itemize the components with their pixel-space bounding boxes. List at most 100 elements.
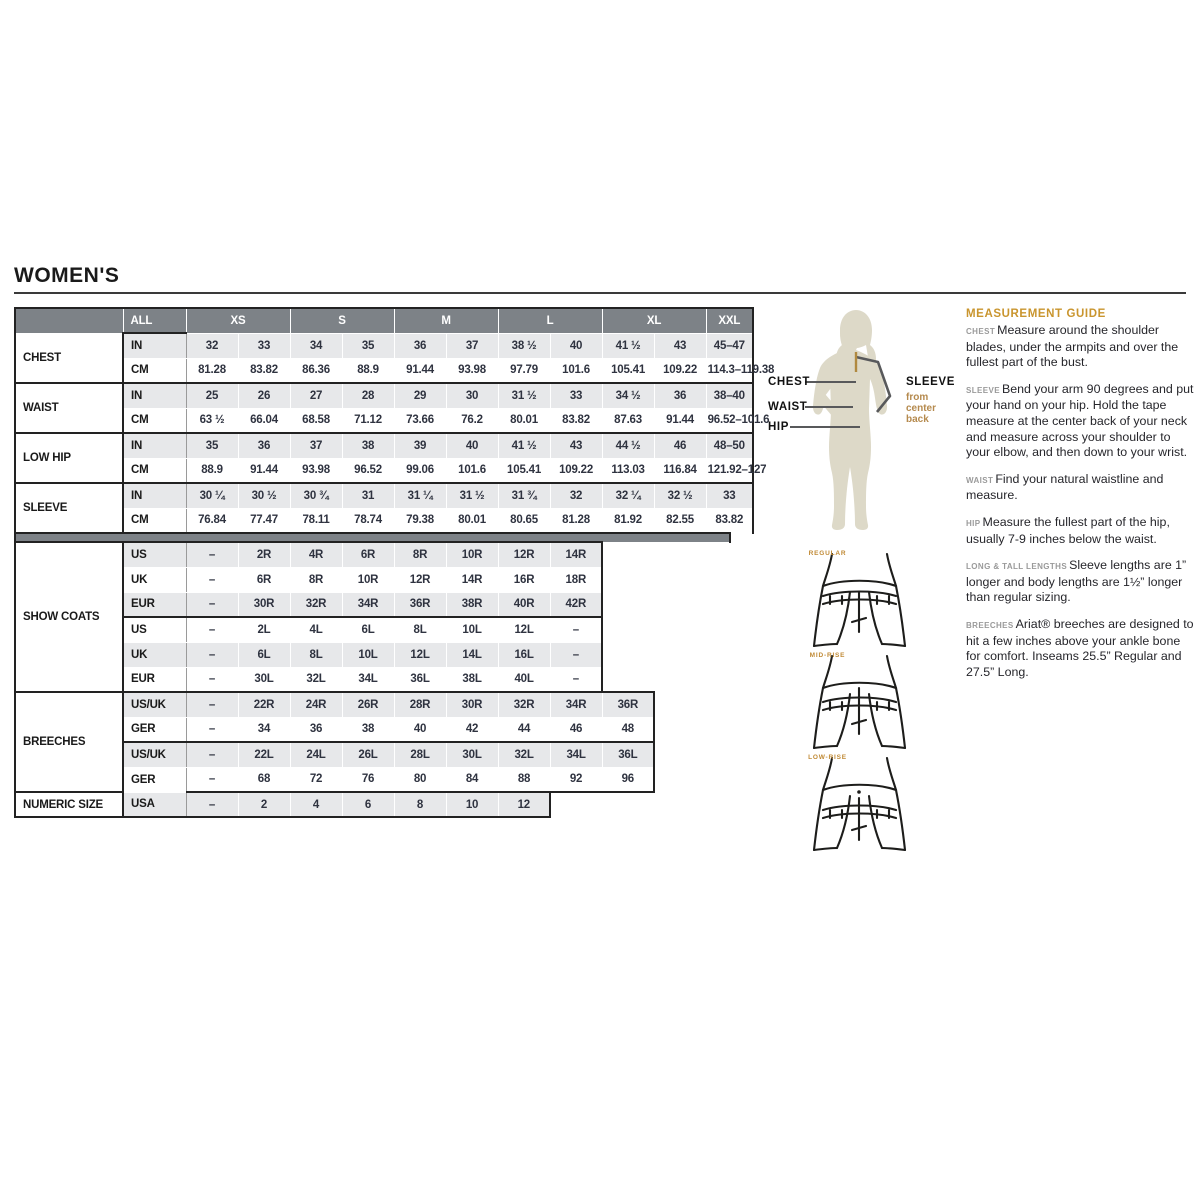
data-cell: 36R xyxy=(601,691,656,718)
data-cell: 42 xyxy=(445,716,499,743)
data-cell: 38R xyxy=(445,591,499,618)
data-cell: 99.06 xyxy=(393,457,447,484)
data-cell: 29 xyxy=(393,382,447,409)
data-cell: 33 xyxy=(237,332,291,359)
data-cell: 93.98 xyxy=(445,357,499,384)
callout-waist: WAIST xyxy=(768,401,808,413)
data-cell: 12L xyxy=(497,616,551,643)
data-cell: 105.41 xyxy=(497,457,551,484)
data-cell: 30L xyxy=(237,666,291,693)
title-block: WOMEN'S xyxy=(14,265,1186,294)
data-cell: 101.6 xyxy=(549,357,603,384)
data-cell: 96 xyxy=(601,766,656,793)
data-cell: 28 xyxy=(341,382,395,409)
measurement-guide-heading: MEASUREMENT GUIDE xyxy=(966,308,1106,320)
data-cell: 36 xyxy=(653,382,707,409)
data-cell: 45–47 xyxy=(705,332,754,359)
empty-region xyxy=(602,592,707,617)
data-cell: 30 ½ xyxy=(237,482,291,509)
data-cell: 32R xyxy=(497,691,551,718)
data-cell: 18R xyxy=(549,566,604,593)
data-cell: 83.82 xyxy=(237,357,291,384)
data-cell: 22R xyxy=(237,691,291,718)
table-row: CM 81.28 83.82 86.36 88.9 91.44 93.98 97.79 101.… xyxy=(15,357,774,384)
data-cell: 30 xyxy=(445,382,499,409)
data-cell: 66.04 xyxy=(237,407,291,434)
data-cell: 71.12 xyxy=(341,407,395,434)
guide-item-text: Sleeve lengths are 1” longer and body le… xyxy=(966,558,1187,605)
unit-cell-in: IN xyxy=(122,332,187,359)
callout-chest: CHEST xyxy=(768,376,810,388)
data-cell: 93.98 xyxy=(289,457,343,484)
data-cell: 116.84 xyxy=(653,457,707,484)
data-cell: 38L xyxy=(445,666,499,693)
unit-cell-usa: USA xyxy=(122,791,187,818)
data-cell: – xyxy=(549,616,604,643)
data-cell: 76 xyxy=(341,766,395,793)
data-cell: 26R xyxy=(341,691,395,718)
table-row: SHOW COATS US –2R 4R 6R 8R 10R 12R 14R xyxy=(14,541,753,693)
data-cell: – xyxy=(185,541,239,568)
data-cell: 44 ½ xyxy=(601,432,655,459)
data-cell: – xyxy=(185,691,239,718)
guide-item-key: CHEST xyxy=(966,327,996,336)
title-divider xyxy=(14,292,1186,294)
data-cell: 28L xyxy=(393,741,447,768)
data-cell: 81.92 xyxy=(601,507,655,534)
data-cell: 83.82 xyxy=(705,507,754,534)
unit-cell-us: US xyxy=(122,616,187,643)
data-cell: 40L xyxy=(497,666,551,693)
data-cell: 26L xyxy=(341,741,395,768)
data-cell: 91.44 xyxy=(393,357,447,384)
data-cell: 4L xyxy=(289,616,343,643)
data-cell: 79.38 xyxy=(393,507,447,534)
data-cell: 77.47 xyxy=(237,507,291,534)
row-label-show-coats: SHOW COATS xyxy=(14,541,124,693)
data-cell: 76.2 xyxy=(445,407,499,434)
size-table-body: ALL XS S M L XL XXL CHEST IN 32 33 34 35 36 37 38 ½ 40 41… xyxy=(14,307,774,818)
size-table-wrapper: ALL XS S M L XL XXL CHEST IN 32 33 34 35 36 37 38 ½ 40 41… xyxy=(14,307,774,818)
data-cell: 12R xyxy=(497,541,551,568)
data-cell: 24R xyxy=(289,691,343,718)
unit-cell-ger: GER xyxy=(122,766,187,793)
data-cell: 31 ½ xyxy=(497,382,551,409)
unit-cell-uk: UK xyxy=(122,641,187,668)
row-label-waist: WAIST xyxy=(14,382,124,434)
data-cell: 81.28 xyxy=(185,357,239,384)
data-cell: 88.9 xyxy=(341,357,395,384)
data-cell: 113.03 xyxy=(601,457,655,484)
section-spacer-band xyxy=(14,532,731,543)
data-cell: 96.52–101.6 xyxy=(705,407,770,434)
empty-region xyxy=(654,742,707,767)
breeches-label-low-rise: LOW-RISE xyxy=(808,754,847,761)
data-cell: 43 xyxy=(653,332,707,359)
data-cell: 38–40 xyxy=(705,382,754,409)
row-label-sleeve: SLEEVE xyxy=(14,482,124,534)
data-cell: 40R xyxy=(497,591,551,618)
data-cell: 76.84 xyxy=(185,507,239,534)
data-cell: – xyxy=(185,566,239,593)
unit-cell-eur: EUR xyxy=(122,591,187,618)
table-row: SLEEVE IN 30 ¼ 30 ½ 30 ¾ 31 31 ¼ 31 ½ 31 ¾ 32 32 ¼… xyxy=(14,482,754,534)
data-cell: 14L xyxy=(445,641,499,668)
data-cell: 31 ½ xyxy=(445,482,499,509)
data-cell: 31 ¾ xyxy=(497,482,551,509)
data-cell: 36 xyxy=(289,716,343,743)
guide-item-text: Ariat® breeches are designed to hit a fe… xyxy=(966,616,1194,679)
header-size-s: S xyxy=(289,307,395,334)
guide-item-key: LONG & TALL LENGTHS xyxy=(966,562,1068,572)
header-size-m: M xyxy=(393,307,499,334)
illustration-column: CHEST WAIST HIP SLEEVE from center back xyxy=(760,300,960,860)
size-table: ALL XS S M L XL XXL CHEST IN 32 33 34 35 36 37 38 ½ 40 41… xyxy=(14,307,774,818)
data-cell: 35 xyxy=(185,432,239,459)
guide-item-sleeve: SLEEVE Bend your arm 90 degrees and put y… xyxy=(966,382,1194,461)
data-cell: 63 ½ xyxy=(185,407,239,434)
data-cell: – xyxy=(185,766,239,793)
data-cell: 68 xyxy=(237,766,291,793)
guide-item-key: SLEEVE xyxy=(966,385,1000,395)
table-row: BREECHES US/UK –22R 24R 26R 28R 30R 32R 34R 36R xyxy=(14,691,753,793)
data-cell: 12 xyxy=(497,791,552,818)
callout-sleeve: SLEEVE xyxy=(906,376,955,388)
female-body-silhouette-icon xyxy=(790,310,892,530)
table-row: CM 63 ½ 66.04 68.58 71.12 73.66 76.2 80.01 83.82… xyxy=(15,407,770,434)
